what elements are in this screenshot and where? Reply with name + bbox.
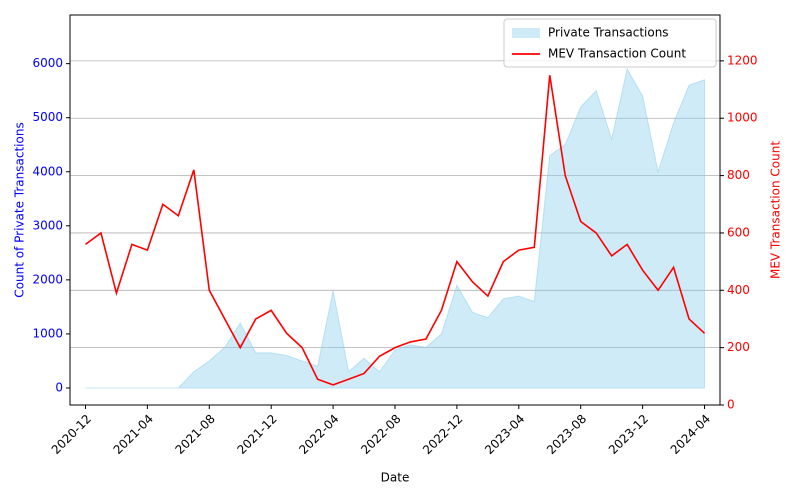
x-tick-label: 2023-08 xyxy=(544,412,589,457)
x-axis-label: Date xyxy=(381,471,410,485)
y2-tick-label: 200 xyxy=(727,340,750,354)
legend: Private Transactions MEV Transaction Coun… xyxy=(503,18,717,68)
y-tick-label: 0 xyxy=(55,380,63,394)
y2-tick-label: 400 xyxy=(727,283,750,297)
legend-label: MEV Transaction Count xyxy=(548,47,686,61)
x-tick-label: 2023-04 xyxy=(482,412,527,457)
y2-tick-label: 600 xyxy=(727,225,750,239)
y-tick-label: 6000 xyxy=(32,56,63,70)
x-tick-label: 2021-12 xyxy=(234,412,279,457)
y2-tick-label: 1000 xyxy=(727,111,758,125)
x-tick-label: 2024-04 xyxy=(668,412,713,457)
legend-label: Private Transactions xyxy=(548,26,669,40)
x-tick-label: 2022-12 xyxy=(420,412,465,457)
y-tick-label: 5000 xyxy=(32,110,63,124)
y2-tick-label: 0 xyxy=(727,398,735,412)
x-tick-label: 2022-04 xyxy=(296,412,341,457)
y-tick-label: 2000 xyxy=(32,272,63,286)
y2-axis-label: MEV Transaction Count xyxy=(769,141,783,279)
y-tick-label: 4000 xyxy=(32,164,63,178)
y-tick-label: 3000 xyxy=(32,218,63,232)
plot-frame xyxy=(69,14,721,406)
y-axis-label: Count of Private Transactions xyxy=(13,122,27,297)
area xyxy=(85,67,706,389)
x-tick-label: 2022-08 xyxy=(358,412,403,457)
x-tick-label: 2021-04 xyxy=(111,412,156,457)
y-tick-label: 1000 xyxy=(32,326,63,340)
y2-tick-label: 800 xyxy=(727,168,750,182)
y2-tick-label: 1200 xyxy=(727,53,758,67)
line xyxy=(84,75,706,386)
x-tick-label: 2023-12 xyxy=(606,412,651,457)
legend-swatch xyxy=(512,28,540,38)
x-tick-label: 2021-08 xyxy=(173,412,218,457)
x-tick-label: 2020-12 xyxy=(49,412,94,457)
legend-box xyxy=(503,18,717,68)
